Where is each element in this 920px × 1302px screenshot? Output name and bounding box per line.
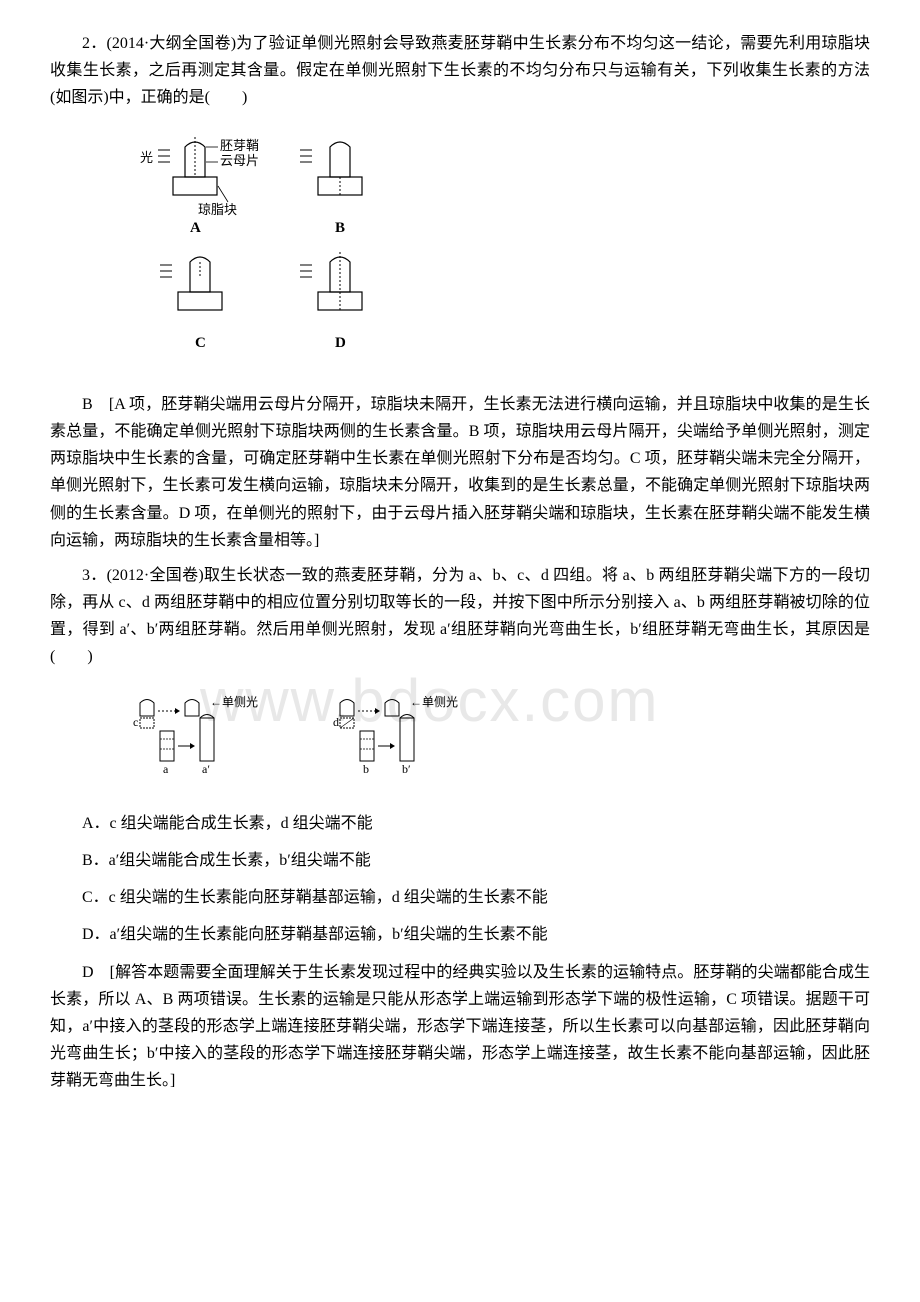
coleoptile-diagram-q2: 光 胚芽鞘 云母片 琼脂块 A bbox=[130, 127, 410, 367]
question-2-diagram: 光 胚芽鞘 云母片 琼脂块 A bbox=[130, 127, 870, 376]
question-3-diagram: c ←单侧光 a a′ bbox=[130, 686, 870, 795]
c-label: c bbox=[133, 715, 138, 729]
b-prime-label: b′ bbox=[402, 762, 411, 776]
unilateral-light-label-1: ←单侧光 bbox=[210, 695, 258, 709]
coleoptile-diagram-q3: c ←单侧光 a a′ bbox=[130, 686, 550, 786]
option-3a: A．c 组尖端能合成生长素，d 组尖端不能 bbox=[50, 810, 870, 837]
option-d-label: D bbox=[335, 335, 346, 351]
question-2-text: 2．(2014·大纲全国卷)为了验证单侧光照射会导致燕麦胚芽鞘中生长素分布不均匀… bbox=[50, 30, 870, 112]
content-wrapper: 2．(2014·大纲全国卷)为了验证单侧光照射会导致燕麦胚芽鞘中生长素分布不均匀… bbox=[50, 30, 870, 1095]
light-label: 光 bbox=[140, 150, 153, 165]
question-2-answer: B [A 项，胚芽鞘尖端用云母片分隔开，琼脂块未隔开，生长素无法进行横向运输，并… bbox=[50, 391, 870, 554]
option-3c: C．c 组尖端的生长素能向胚芽鞘基部运输，d 组尖端的生长素不能 bbox=[50, 884, 870, 911]
option-3d: D．a′组尖端的生长素能向胚芽鞘基部运输，b′组尖端的生长素不能 bbox=[50, 921, 870, 948]
coleoptile-label: 胚芽鞘 bbox=[220, 138, 259, 153]
b-label: b bbox=[363, 762, 369, 776]
option-b-label: B bbox=[335, 220, 345, 236]
option-a-label: A bbox=[190, 220, 201, 236]
question-3-answer: D [解答本题需要全面理解关于生长素发现过程中的经典实验以及生长素的运输特点。胚… bbox=[50, 959, 870, 1095]
mica-label: 云母片 bbox=[220, 153, 259, 168]
question-3-text: 3．(2012·全国卷)取生长状态一致的燕麦胚芽鞘，分为 a、b、c、d 四组。… bbox=[50, 562, 870, 671]
unilateral-light-label-2: ←单侧光 bbox=[410, 695, 458, 709]
option-c-label: C bbox=[195, 335, 206, 351]
agar-label: 琼脂块 bbox=[198, 202, 237, 217]
d-label: d bbox=[333, 715, 339, 729]
a-label: a bbox=[163, 762, 169, 776]
option-3b: B．a′组尖端能合成生长素，b′组尖端不能 bbox=[50, 847, 870, 874]
a-prime-label: a′ bbox=[202, 762, 210, 776]
